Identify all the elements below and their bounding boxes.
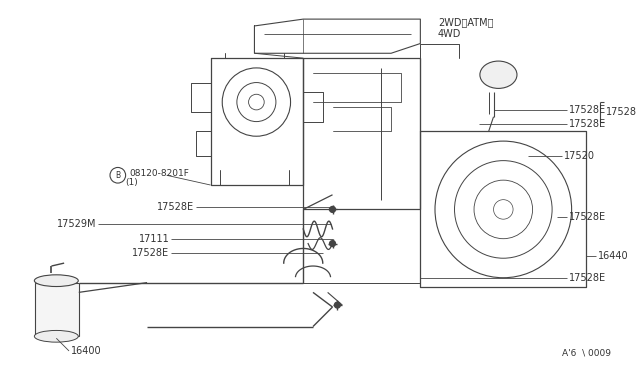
Ellipse shape (35, 275, 78, 286)
Text: 17111: 17111 (139, 234, 170, 244)
Circle shape (335, 302, 340, 308)
Text: 4WD: 4WD (438, 29, 461, 39)
Text: 16440: 16440 (598, 251, 628, 261)
Ellipse shape (480, 61, 517, 89)
Text: 17528E: 17528E (569, 105, 606, 115)
Text: 17520: 17520 (564, 151, 595, 161)
Text: B: B (115, 171, 120, 180)
Ellipse shape (35, 330, 78, 342)
Text: 2WD〈ATM〉: 2WD〈ATM〉 (438, 17, 493, 27)
Text: 17528E: 17528E (569, 273, 606, 283)
Text: 17528E: 17528E (569, 119, 606, 129)
Text: 17528E: 17528E (132, 248, 170, 258)
Text: 17528: 17528 (606, 107, 637, 117)
Text: A'6  \ 0009: A'6 \ 0009 (562, 349, 611, 358)
Circle shape (330, 206, 335, 212)
FancyBboxPatch shape (35, 283, 79, 336)
Text: (1): (1) (125, 177, 138, 187)
Text: 17528E: 17528E (157, 202, 194, 212)
Circle shape (330, 241, 335, 247)
Text: 16400: 16400 (71, 346, 102, 356)
Text: 17529M: 17529M (57, 219, 97, 229)
Text: 17528E: 17528E (569, 212, 606, 222)
Text: 08120-8201F: 08120-8201F (129, 169, 189, 178)
